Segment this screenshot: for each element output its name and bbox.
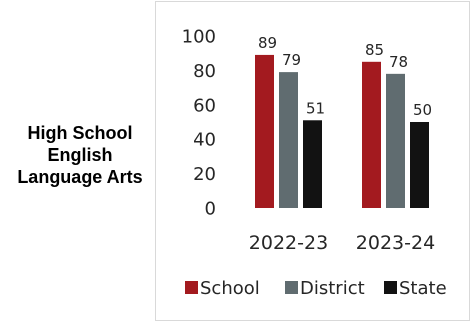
subject-label: High School English Language Arts <box>0 122 160 188</box>
legend-swatch-district <box>285 281 298 294</box>
subject-line-1: High School <box>27 123 133 143</box>
bar-school-2022-23 <box>255 54 274 208</box>
bar-school-2023-24 <box>362 61 381 208</box>
bar-state-2022-23 <box>303 120 322 208</box>
legend-label-district: District <box>300 278 365 299</box>
data-label-state-2022-23: 51 <box>306 99 325 117</box>
y-tick-label-80: 80 <box>193 61 216 82</box>
legend-swatch-state <box>384 281 397 294</box>
legend-label-state: State <box>399 278 447 299</box>
category-label-2023-24: 2023-24 <box>356 232 435 254</box>
legend: School District State <box>185 278 447 299</box>
legend-swatch-school <box>185 281 198 294</box>
category-label-2022-23: 2022-23 <box>249 232 328 254</box>
y-tick-label-100: 100 <box>182 27 216 48</box>
category-labels: 2022-23 2023-24 <box>249 232 435 254</box>
data-label-district-2023-24: 78 <box>389 53 408 71</box>
y-tick-label-40: 40 <box>193 130 216 151</box>
y-axis-ticks: 0 20 40 60 80 100 <box>182 27 216 220</box>
bar-state-2023-24 <box>410 122 429 208</box>
data-label-school-2023-24: 85 <box>365 41 384 59</box>
data-label-district-2022-23: 79 <box>282 51 301 69</box>
bars <box>255 54 429 209</box>
legend-label-school: School <box>200 278 260 299</box>
y-tick-label-20: 20 <box>193 164 216 185</box>
data-labels: 89 79 51 85 78 50 <box>258 34 432 119</box>
data-label-state-2023-24: 50 <box>413 101 432 119</box>
subject-line-3: Language Arts <box>17 167 143 187</box>
subject-line-2: English <box>47 145 113 165</box>
bar-district-2022-23 <box>279 72 298 209</box>
y-tick-label-60: 60 <box>193 95 216 116</box>
y-tick-label-0: 0 <box>205 199 216 220</box>
data-label-school-2022-23: 89 <box>258 34 277 52</box>
bar-district-2023-24 <box>386 73 405 208</box>
